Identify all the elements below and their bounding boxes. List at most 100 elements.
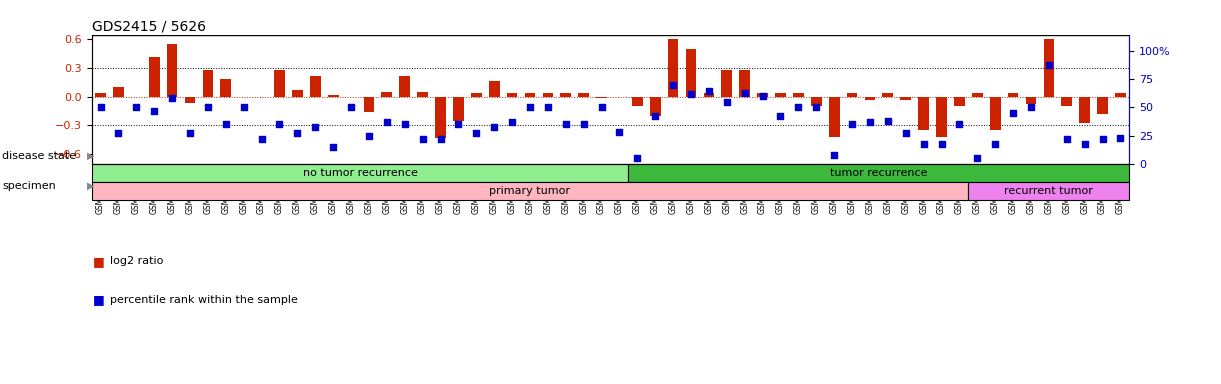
Bar [488,81,499,97]
Point [878,118,897,124]
Point [466,130,486,136]
Text: tumor recurrence: tumor recurrence [830,167,928,177]
Text: ■: ■ [93,293,105,306]
Bar [972,93,983,97]
Point [538,104,558,111]
Point [896,130,916,136]
Bar [418,92,429,97]
Bar [453,97,464,121]
Point [950,121,969,127]
Text: no tumor recurrence: no tumor recurrence [303,167,418,177]
Bar [149,56,160,97]
Point [932,141,951,147]
Text: ■: ■ [93,255,105,268]
Point [341,104,361,111]
Bar [829,97,840,137]
Point [967,155,987,161]
Bar [310,76,321,97]
Text: percentile rank within the sample: percentile rank within the sample [110,295,298,305]
Point [162,96,182,102]
Bar [954,97,965,106]
Bar [167,44,177,97]
Text: disease state: disease state [2,151,77,161]
Text: specimen: specimen [2,181,56,191]
Bar [1079,97,1090,123]
Bar [883,93,894,97]
Point [198,104,217,111]
Point [485,124,504,130]
Bar [1098,97,1107,114]
Point [681,91,701,97]
Point [1111,135,1131,141]
Point [842,121,862,127]
Bar [435,97,446,138]
Text: log2 ratio: log2 ratio [110,256,164,266]
Point [1004,110,1023,116]
Point [700,88,719,94]
Text: recurrent tumor: recurrent tumor [1005,185,1093,196]
Bar [114,87,123,97]
Point [913,141,933,147]
Bar [399,76,410,97]
Point [1021,104,1040,111]
Bar [937,97,947,137]
Bar [990,97,1000,130]
Point [735,90,755,96]
Bar [184,97,195,103]
Bar [221,78,231,97]
Point [1039,62,1059,68]
Bar [740,70,750,97]
Point [628,155,647,161]
Bar [650,97,661,116]
Point [753,93,773,99]
Point [377,119,397,125]
Bar [668,39,679,97]
Bar [542,93,553,97]
Bar [1115,93,1126,97]
Point [413,136,432,142]
Bar [292,90,303,97]
Point [1057,136,1077,142]
Bar [1007,93,1018,97]
Point [234,104,254,111]
Bar [381,92,392,97]
Point [789,104,808,111]
Point [127,104,147,111]
Point [109,130,128,136]
Bar [792,93,803,97]
Point [90,104,110,111]
Point [431,136,451,142]
Point [324,144,343,150]
Bar [560,93,571,97]
Point [574,121,593,127]
Point [448,121,468,127]
Point [663,82,683,88]
Bar [364,97,375,112]
Point [860,119,879,125]
Point [592,104,612,111]
Bar [757,93,768,97]
Bar [203,70,214,97]
Point [646,113,665,119]
Bar [632,97,642,106]
Text: primary tumor: primary tumor [490,185,570,196]
Bar [918,97,929,130]
Point [1093,136,1112,142]
Bar [596,97,607,98]
Point [394,121,414,127]
Point [985,141,1005,147]
Bar [846,93,857,97]
Point [609,129,629,135]
Point [520,104,540,111]
Point [144,108,164,114]
Point [181,130,200,136]
Point [807,104,827,111]
Bar [811,97,822,106]
Point [824,152,844,158]
Bar [968,182,1129,200]
Bar [629,164,1129,182]
Text: ▶: ▶ [87,181,94,191]
Bar [95,93,106,97]
Bar [900,97,911,101]
Bar [864,97,875,101]
